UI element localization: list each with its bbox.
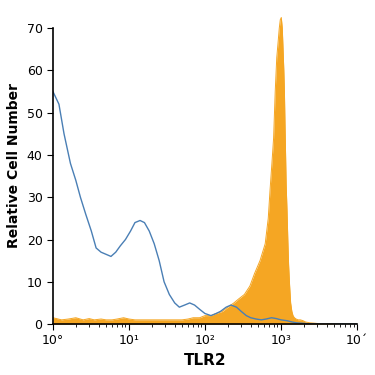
X-axis label: TLR2: TLR2 <box>184 353 226 368</box>
Y-axis label: Relative Cell Number: Relative Cell Number <box>7 83 21 248</box>
